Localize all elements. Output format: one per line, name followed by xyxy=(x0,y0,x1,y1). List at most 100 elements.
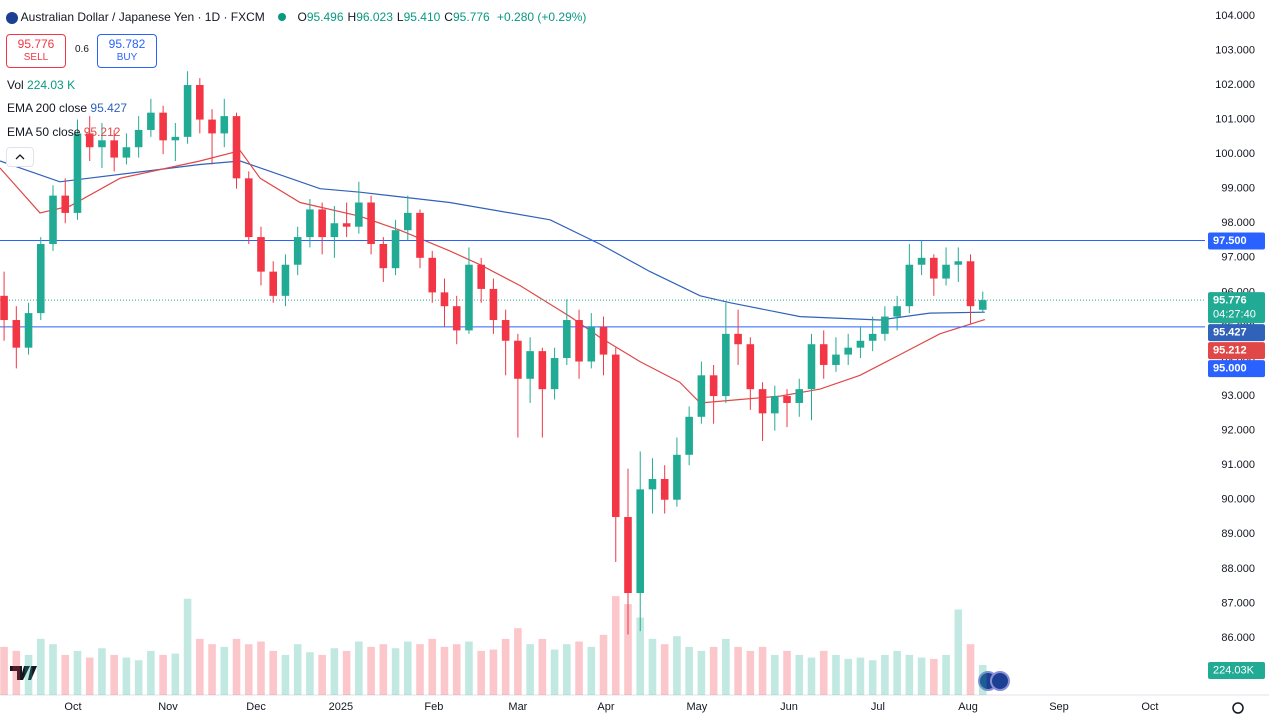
price-label: 95.212 xyxy=(1213,345,1247,357)
volume-bar xyxy=(795,654,804,695)
volume-bar xyxy=(942,654,950,695)
volume-bar xyxy=(893,650,901,695)
volume-bar xyxy=(147,650,155,695)
candle-body xyxy=(12,320,21,348)
volume-bar xyxy=(196,638,204,695)
candle-body xyxy=(599,326,608,355)
y-tick-label: 88.000 xyxy=(1221,563,1255,575)
volume-bar xyxy=(232,638,241,695)
ohlc-label: O xyxy=(297,10,307,24)
collapse-button[interactable] xyxy=(6,147,34,167)
volume-bar xyxy=(12,650,21,695)
x-tick-label: Oct xyxy=(1141,701,1158,713)
ohlc-label: H xyxy=(347,10,357,24)
price-label-box xyxy=(1208,292,1265,324)
volume-bar xyxy=(954,609,963,695)
header: Australian Dollar / Japanese Yen · 1D · … xyxy=(6,10,586,24)
candle-body xyxy=(673,454,681,500)
volume-bar xyxy=(379,644,388,695)
candle-body xyxy=(355,202,363,227)
y-tick-label: 104.000 xyxy=(1215,10,1255,22)
candle-body xyxy=(746,344,755,390)
volume-bar xyxy=(636,617,645,695)
candle-body xyxy=(379,243,388,269)
event-icon[interactable] xyxy=(990,671,1010,691)
candle-body xyxy=(61,195,70,213)
volume-bar xyxy=(452,644,461,695)
volume-bar xyxy=(868,660,877,695)
candle-body xyxy=(893,306,901,317)
y-tick-label: 103.000 xyxy=(1215,44,1255,56)
candle-body xyxy=(110,140,118,158)
volume-bar xyxy=(978,665,987,695)
candle-body xyxy=(930,257,938,279)
x-tick-label: Sep xyxy=(1049,701,1069,713)
candle-body xyxy=(624,517,632,594)
candle-body xyxy=(575,320,583,362)
volume-bar xyxy=(110,654,118,695)
volume-bar xyxy=(159,654,167,695)
volume-label-box xyxy=(1208,662,1265,680)
candle-body xyxy=(905,264,914,307)
candle-body xyxy=(697,375,706,417)
candle-body xyxy=(783,396,791,403)
sell-price: 95.776 xyxy=(17,37,55,51)
volume-bar xyxy=(966,644,975,695)
price-label: 95.427 xyxy=(1213,327,1247,339)
sell-button[interactable]: 95.776 SELL xyxy=(6,34,66,68)
volume-bar xyxy=(526,644,534,695)
candle-body xyxy=(24,313,33,348)
candle-body xyxy=(881,316,889,334)
y-tick-label: 89.000 xyxy=(1221,528,1255,540)
volume-bar xyxy=(563,644,571,695)
candle-body xyxy=(758,389,767,414)
candle-body xyxy=(807,344,816,390)
candle-body xyxy=(98,140,106,148)
candle-body xyxy=(489,288,498,321)
volume-bar xyxy=(367,646,375,695)
volume-bar xyxy=(73,650,82,695)
volume-bar xyxy=(514,628,522,695)
buy-button[interactable]: 95.782 BUY xyxy=(97,34,157,68)
sell-label: SELL xyxy=(23,52,49,63)
volume-bar xyxy=(122,657,131,695)
symbol: Australian Dollar / Japanese Yen · 1D · … xyxy=(20,10,265,24)
candle-body xyxy=(0,295,8,321)
candle-body xyxy=(293,237,302,265)
candle-body xyxy=(819,344,828,365)
candle-body xyxy=(330,223,339,238)
volume-bar xyxy=(257,641,265,695)
flag-icon xyxy=(6,11,18,24)
volume-bar xyxy=(832,654,840,695)
volume-bar xyxy=(722,638,730,695)
volume-bar xyxy=(489,649,498,695)
volume-bar xyxy=(856,657,865,695)
volume-bar xyxy=(171,653,180,695)
candle-body xyxy=(49,195,57,244)
volume-bar xyxy=(85,657,94,695)
volume-bar xyxy=(746,650,755,695)
ohlc-value: 95.776 xyxy=(452,10,490,24)
ohlc-label: L xyxy=(396,10,404,24)
volume-bar xyxy=(611,596,620,695)
logo xyxy=(10,666,37,680)
spread: 0.6 xyxy=(75,44,89,55)
ohlc-value: 95.496 xyxy=(306,10,344,24)
candle-body xyxy=(244,178,253,238)
volume-bar xyxy=(24,654,33,695)
y-tick-label: 90.000 xyxy=(1221,494,1255,506)
volume-bar xyxy=(98,648,106,695)
y-tick-label: 102.000 xyxy=(1215,79,1255,91)
candle-body xyxy=(734,333,742,345)
y-tick-label: 97.000 xyxy=(1221,252,1255,264)
candle-body xyxy=(709,375,718,397)
legend-volume: Vol 224.03 K xyxy=(7,78,75,92)
settings-icon[interactable] xyxy=(1232,702,1244,714)
volume-bar xyxy=(342,650,351,695)
candle-body xyxy=(648,479,657,490)
candle-body xyxy=(73,133,82,213)
legend-ema: EMA 200 close 95.427 xyxy=(7,101,127,115)
volume-bar xyxy=(819,650,828,695)
volume-bar xyxy=(770,654,779,695)
